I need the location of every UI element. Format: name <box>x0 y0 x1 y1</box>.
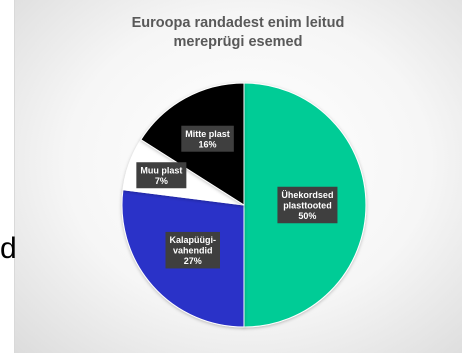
chart-title: Euroopa randadest enim leitud mereprügi … <box>14 14 462 52</box>
slice-category-label-1: vahendid <box>173 246 213 256</box>
slice-value-label-0: 50% <box>298 211 316 221</box>
cropped-text-fragment: d <box>0 232 17 265</box>
slice-value-label-3: 16% <box>199 139 217 149</box>
slice-category-label-1: Kalapüügi- <box>170 235 217 245</box>
slice-value-label-1: 27% <box>184 256 202 266</box>
slice-category-label-2: Muu plast <box>140 165 182 175</box>
slice-category-label-3: Mitte plast <box>185 129 230 139</box>
slice-category-label-0: plasttooted <box>283 201 332 211</box>
slice-category-label-0: Ühekordsed <box>281 190 333 200</box>
slice-label-box-0 <box>277 186 338 224</box>
chart-title-line-1: Euroopa randadest enim leitud <box>131 15 345 31</box>
slice-value-label-2: 7% <box>155 176 168 186</box>
slice-label-box-1 <box>165 231 221 269</box>
slice-label-box-3 <box>181 125 234 152</box>
slice-label-box-2 <box>136 162 187 189</box>
chart-title-line-2: mereprügi esemed <box>173 34 303 50</box>
